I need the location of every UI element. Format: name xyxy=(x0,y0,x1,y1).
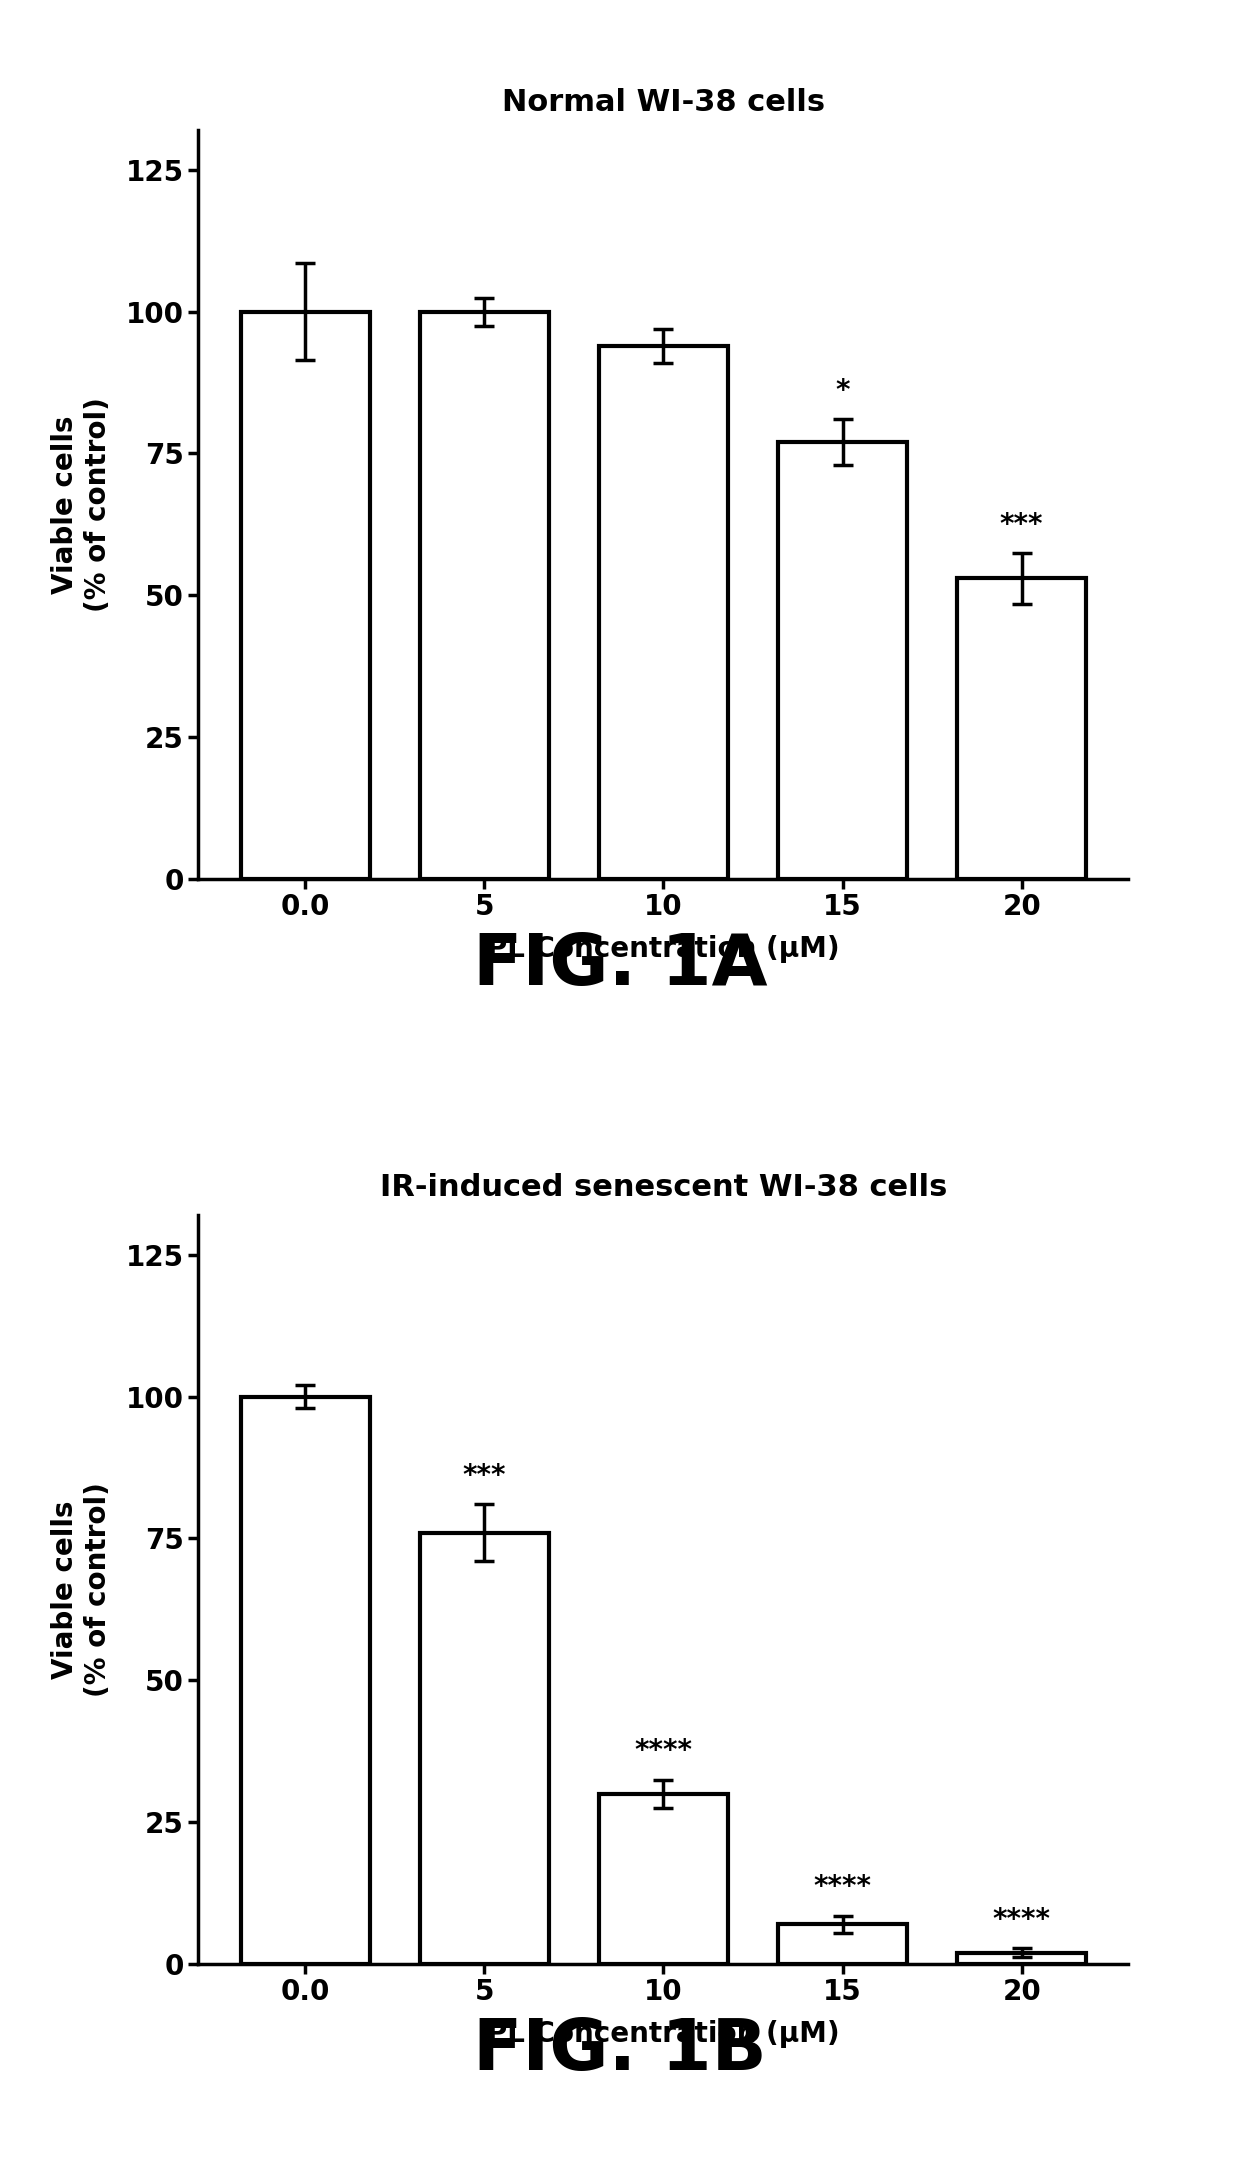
Y-axis label: Viable cells
(% of control): Viable cells (% of control) xyxy=(51,397,112,612)
Bar xyxy=(777,443,906,879)
X-axis label: PL Concentration (μM): PL Concentration (μM) xyxy=(487,935,839,963)
Title: Normal WI-38 cells: Normal WI-38 cells xyxy=(502,87,825,117)
Bar xyxy=(777,1925,906,1964)
Text: *: * xyxy=(836,378,849,406)
Title: IR-induced senescent WI-38 cells: IR-induced senescent WI-38 cells xyxy=(379,1172,947,1202)
Bar xyxy=(599,1795,728,1964)
Text: ***: *** xyxy=(463,1463,506,1491)
Bar xyxy=(241,1397,370,1964)
X-axis label: PL Concentration (μM): PL Concentration (μM) xyxy=(487,2020,839,2048)
Text: ****: **** xyxy=(813,1873,872,1901)
Bar xyxy=(241,312,370,879)
Bar xyxy=(957,577,1086,879)
Text: ****: **** xyxy=(993,1905,1050,1933)
Text: ****: **** xyxy=(635,1738,692,1766)
Y-axis label: Viable cells
(% of control): Viable cells (% of control) xyxy=(51,1482,112,1697)
Bar xyxy=(420,1532,549,1964)
Text: ***: *** xyxy=(999,510,1043,538)
Bar xyxy=(420,312,549,879)
Text: FIG. 1B: FIG. 1B xyxy=(474,2016,766,2085)
Bar xyxy=(957,1953,1086,1964)
Text: FIG. 1A: FIG. 1A xyxy=(472,931,768,1000)
Bar xyxy=(599,345,728,879)
